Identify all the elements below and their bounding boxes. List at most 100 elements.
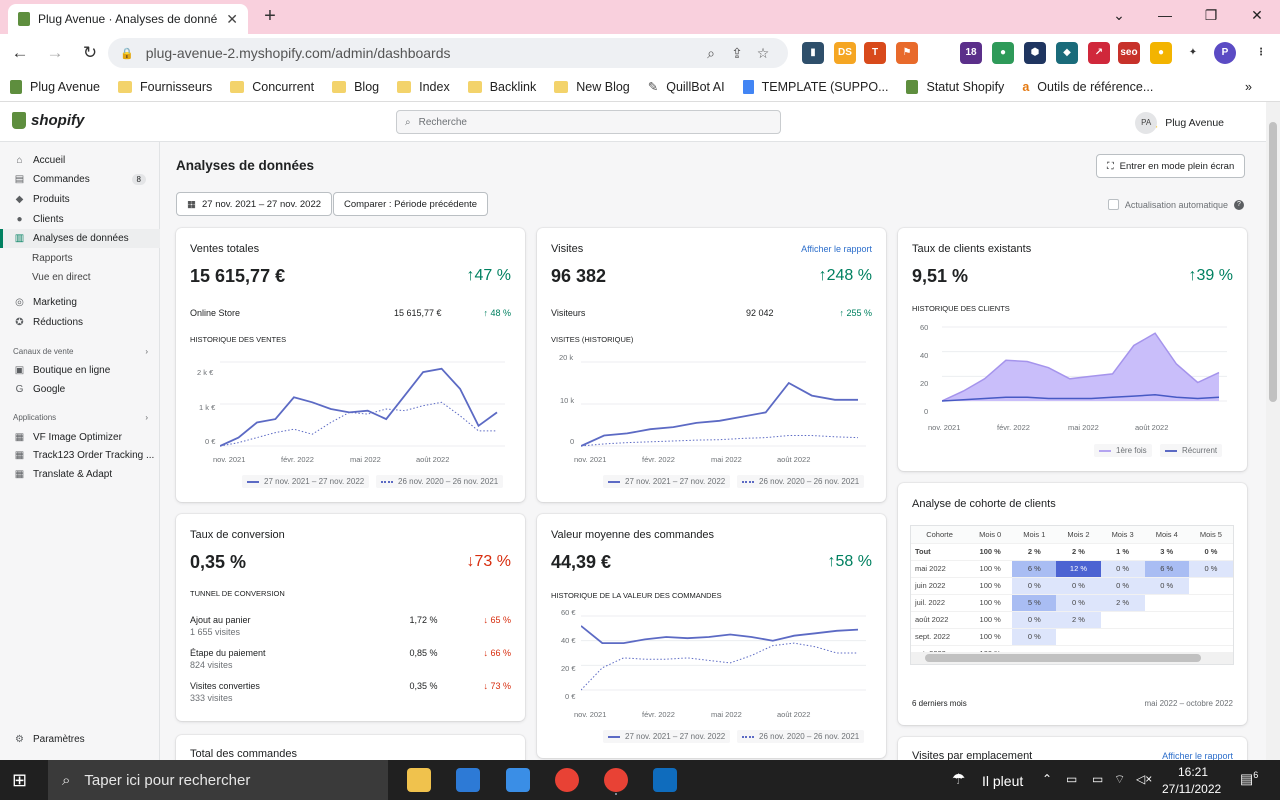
card-title[interactable]: Ventes totales — [190, 243, 260, 255]
horizontal-scrollbar[interactable] — [911, 652, 1233, 664]
bookmark-folder[interactable]: Blog — [332, 80, 379, 94]
extension-icon[interactable]: ● — [992, 42, 1014, 64]
network-icon[interactable]: ▭ — [1066, 772, 1078, 786]
url-text[interactable]: plug-avenue-2.myshopify.com/admin/dashbo… — [145, 45, 451, 61]
forward-button[interactable]: → — [46, 43, 64, 62]
extension-icon[interactable]: ● — [1150, 42, 1172, 64]
weather-text[interactable]: Il pleut — [982, 773, 1024, 789]
extension-icon[interactable]: ⚑ — [896, 42, 918, 64]
wifi-icon[interactable]: ⌔ — [1114, 772, 1126, 786]
sidebar-item-settings[interactable]: ⚙ Paramètres — [15, 734, 85, 745]
clock-time[interactable]: 16:21 — [1178, 765, 1209, 779]
taskbar-search[interactable]: ⌕ Taper ici pour rechercher — [48, 760, 388, 800]
legend-previous[interactable]: 26 nov. 2020 – 26 nov. 2021 — [737, 730, 865, 743]
maximize-button[interactable]: ❐ — [1204, 7, 1218, 23]
bookmark-folder[interactable]: New Blog — [554, 80, 630, 94]
address-bar[interactable]: 🔒 plug-avenue-2.myshopify.com/admin/dash… — [108, 38, 788, 68]
sidebar-item-home[interactable]: ⌂ Accueil — [0, 151, 160, 170]
page-scrollbar[interactable] — [1266, 102, 1280, 760]
card-title[interactable]: Total des commandes — [190, 748, 297, 760]
bookmark-item[interactable]: a Outils de référence... — [1022, 79, 1154, 94]
extension-icon[interactable]: ↗ — [1088, 42, 1110, 64]
chevron-up-icon[interactable]: ⌃ — [1042, 772, 1053, 786]
card-title[interactable]: Visites par emplacement — [912, 750, 1033, 760]
auto-refresh-checkbox[interactable] — [1107, 199, 1119, 210]
card-title[interactable]: Taux de clients existants — [912, 243, 1032, 255]
sidebar-item-reports[interactable]: Rapports — [32, 253, 73, 264]
legend-current[interactable]: 27 nov. 2021 – 27 nov. 2022 — [242, 475, 370, 488]
new-tab-button[interactable]: + — [264, 5, 276, 27]
card-title[interactable]: Valeur moyenne des commandes — [551, 529, 715, 541]
chrome-profile-icon[interactable] — [604, 768, 628, 792]
reload-button[interactable]: ↻ — [82, 43, 98, 62]
bookmark-folder[interactable]: Fournisseurs — [117, 80, 212, 94]
clock-date[interactable]: 27/11/2022 — [1162, 782, 1222, 796]
extension-icon[interactable]: ⬢ — [1024, 42, 1046, 64]
puzzle-icon[interactable]: ✦ — [1182, 42, 1204, 64]
user-menu[interactable]: PA Plug Avenue — [1135, 112, 1224, 134]
tab-search-icon[interactable]: ⌄ — [1113, 7, 1125, 23]
card-title[interactable]: Visites — [551, 243, 584, 255]
extension-icon[interactable]: ◆ — [1056, 42, 1078, 64]
apps-header[interactable]: Applications › — [13, 413, 148, 422]
bookmark-folder[interactable]: Concurrent — [230, 80, 314, 94]
store-icon[interactable] — [456, 768, 480, 792]
bookmark-folder[interactable]: Backlink — [467, 80, 536, 94]
menu-icon[interactable]: ⋮ — [1250, 42, 1272, 64]
help-icon[interactable]: ? — [1234, 199, 1244, 210]
zoom-icon[interactable]: ⌕ — [707, 44, 715, 61]
search-input[interactable]: ⌕ Recherche — [396, 110, 781, 134]
bookmark-star-icon[interactable]: ☆ — [756, 44, 770, 61]
sidebar-item-marketing[interactable]: ◎ Marketing — [15, 297, 77, 308]
sidebar-item-google[interactable]: G Google — [15, 384, 66, 395]
sidebar-item-customers[interactable]: ● Clients — [0, 210, 160, 229]
sidebar-item-analytics[interactable]: ▥ Analyses de données — [0, 229, 160, 248]
browser-tab[interactable]: Plug Avenue · Analyses de donné ✕ — [8, 4, 248, 34]
minimize-button[interactable]: — — [1158, 7, 1172, 23]
weather-icon[interactable]: ☂ — [952, 771, 966, 788]
sidebar-item-products[interactable]: ◆ Produits — [15, 194, 70, 205]
bookmark-item[interactable]: ✎ QuillBot AI — [647, 79, 725, 95]
shopify-logo[interactable]: shopify — [12, 112, 84, 129]
mail-icon[interactable] — [506, 768, 530, 792]
bookmark-item[interactable]: TEMPLATE (SUPPO... — [742, 79, 888, 94]
auto-refresh-toggle[interactable]: Actualisation automatique? — [1107, 199, 1244, 210]
view-report-link[interactable]: Afficher le rapport — [1162, 751, 1233, 760]
extension-icon[interactable]: DS — [834, 42, 856, 64]
extension-icon[interactable]: 18 — [960, 42, 982, 64]
windows-start-icon[interactable]: ⊞ — [12, 770, 28, 790]
chrome-icon[interactable] — [555, 768, 579, 792]
sidebar-item-online-store[interactable]: ▣ Boutique en ligne — [14, 365, 111, 376]
sidebar-item-live-view[interactable]: Vue en direct — [32, 272, 91, 283]
card-title[interactable]: Taux de conversion — [190, 529, 285, 541]
sidebar-app-item[interactable]: ▦ Translate & Adapt — [14, 469, 113, 480]
legend-current[interactable]: 27 nov. 2021 – 27 nov. 2022 — [603, 730, 731, 743]
bookmark-item[interactable]: Plug Avenue — [10, 79, 100, 94]
more-bookmarks-icon[interactable]: » — [1245, 79, 1252, 94]
fullscreen-button[interactable]: ⛶ Entrer en mode plein écran — [1096, 154, 1246, 178]
legend-returning[interactable]: Récurrent — [1160, 444, 1223, 457]
legend-current[interactable]: 27 nov. 2021 – 27 nov. 2022 — [603, 475, 731, 488]
close-tab-icon[interactable]: ✕ — [226, 10, 238, 27]
extension-icon[interactable]: ▮ — [802, 42, 824, 64]
sales-channels-header[interactable]: Canaux de vente › — [13, 347, 148, 356]
bookmark-folder[interactable]: Index — [397, 80, 450, 94]
extension-icon[interactable]: T — [864, 42, 886, 64]
compare-button[interactable]: Comparer : Période précédente — [333, 192, 489, 216]
back-button[interactable]: ← — [11, 43, 29, 62]
legend-first-time[interactable]: 1ère fois — [1094, 444, 1152, 457]
legend-previous[interactable]: 26 nov. 2020 – 26 nov. 2021 — [737, 475, 865, 488]
file-explorer-icon[interactable] — [407, 768, 431, 792]
legend-previous[interactable]: 26 nov. 2020 – 26 nov. 2021 — [376, 475, 504, 488]
extension-icon[interactable]: seo — [1118, 42, 1140, 64]
sidebar-app-item[interactable]: ▦ Track123 Order Tracking ... — [14, 450, 155, 461]
sidebar-item-orders[interactable]: ▤ Commandes 8 — [0, 170, 160, 189]
card-title[interactable]: Analyse de cohorte de clients — [912, 498, 1056, 510]
view-report-link[interactable]: Afficher le rapport — [801, 244, 872, 254]
notification-icon[interactable]: ▤6 — [1240, 770, 1259, 787]
volume-icon[interactable]: ◁× — [1136, 772, 1153, 786]
profile-avatar[interactable]: P — [1214, 42, 1236, 64]
battery-icon[interactable]: ▭ — [1092, 772, 1104, 786]
sidebar-item-discounts[interactable]: ✪ Réductions — [15, 317, 84, 328]
date-range-button[interactable]: ▦ 27 nov. 2021 – 27 nov. 2022 — [176, 192, 333, 216]
